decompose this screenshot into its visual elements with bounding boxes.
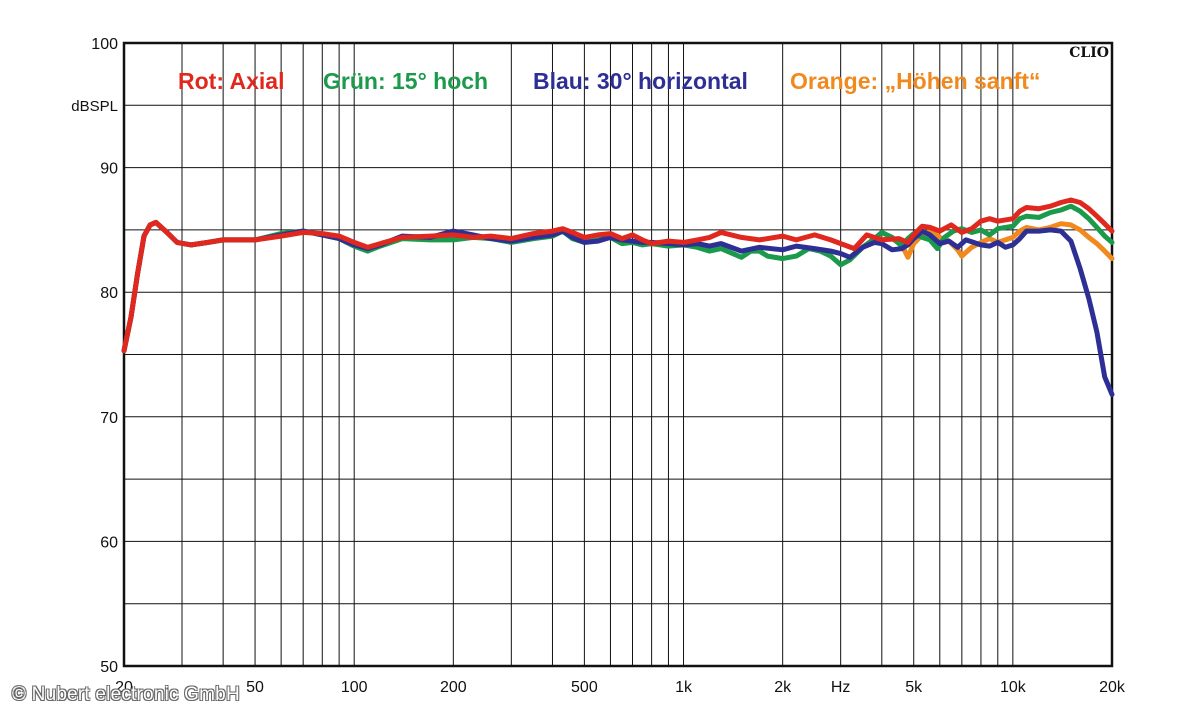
x-axis: 20 50 100 200 500 1k 2k Hz 5k 10k 20k (115, 679, 1126, 696)
x-tick-label: 200 (440, 679, 467, 696)
legend-entry: Rot: Axial (178, 68, 285, 94)
series-line (121, 197, 1115, 354)
legend: Rot: Axial Grün: 15° hoch Blau: 30° horizo… (178, 68, 1040, 94)
y-tick-label: 50 (100, 659, 118, 676)
series-line (879, 221, 1115, 262)
y-tick-label: 100 (91, 36, 118, 53)
legend-entry: Grün: 15° hoch (323, 68, 488, 94)
y-tick-label: 80 (100, 285, 118, 302)
y-axis: 100 90 80 70 60 50 (91, 36, 118, 676)
legend-entry: Blau: 30° horizontal (533, 68, 748, 94)
grid (124, 43, 1112, 666)
series-line (121, 219, 1115, 397)
x-tick-label: 20k (1099, 679, 1126, 696)
series-layer (121, 197, 1115, 397)
x-tick-label: 100 (341, 679, 368, 696)
x-tick-label: 2k (774, 679, 792, 696)
y-tick-label: 70 (100, 410, 118, 427)
plot-frame (122, 41, 1114, 668)
x-tick-label: 5k (905, 679, 923, 696)
x-tick-label: 20 (115, 679, 133, 696)
y-axis-label: dBSPL (71, 98, 118, 115)
y-tick-label: 60 (100, 534, 118, 551)
x-tick-label: 1k (675, 679, 693, 696)
series-line (121, 203, 1115, 354)
legend-entry: Orange: „Höhen sanft“ (790, 68, 1040, 94)
copyright-notice: © Nubert electronic GmbH (12, 684, 240, 705)
x-tick-label: 50 (246, 679, 264, 696)
x-tick-label: Hz (831, 679, 851, 696)
clio-badge: CLIO (1069, 45, 1109, 61)
x-tick-label: 10k (1000, 679, 1027, 696)
y-tick-label: 90 (100, 161, 118, 178)
x-tick-label: 500 (571, 679, 598, 696)
